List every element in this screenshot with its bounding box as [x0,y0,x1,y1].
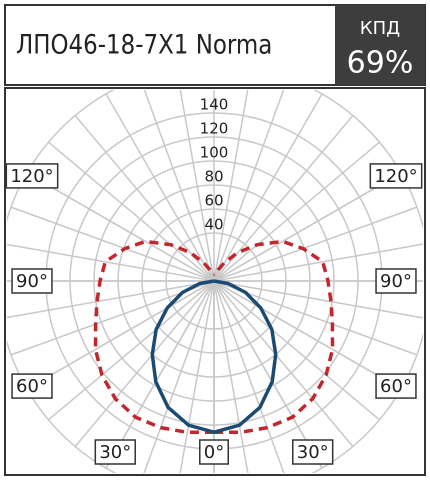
radial-line [74,280,215,447]
intensity-curve [212,239,335,435]
angle-label: 30° [297,442,329,463]
radial-line [213,141,380,282]
radial-line [143,280,215,473]
angle-label: 120° [374,166,417,187]
radial-line [179,280,215,473]
angle-label-box [5,163,59,189]
radial-line [213,243,423,282]
radial-line [143,90,215,282]
angle-grid-line [26,280,215,390]
angle-label-box [375,268,417,294]
angle-label: 60° [380,376,412,397]
radial-line [10,206,215,282]
angle-label: 0° [204,442,224,463]
r-tick-label: 120 [200,120,229,138]
angle-label: 90° [16,271,48,292]
intensity-curve [93,239,216,435]
angle-label: 90° [380,271,412,292]
radial-line [179,90,215,282]
efficiency-value: 69% [347,46,414,81]
radial-line [213,280,249,473]
angle-label: 60° [16,376,48,397]
intensity-curve [150,279,215,434]
angle-grid-line [213,172,402,282]
labels: 40 60 80 100 120 140 0° 30° 30° 60° 60° 90° 90° 120° 1… [5,96,423,465]
radial-line [48,141,215,282]
radial-line [213,280,423,319]
radial-line [213,115,354,282]
angle-label-box [11,373,53,399]
radial-line [213,280,285,473]
radial-line [213,206,418,282]
r-tick-label: 40 [204,216,223,234]
angle-label: 120° [10,166,53,187]
r-tick-label: 100 [200,144,229,162]
angle-label-box [375,373,417,399]
angle-label: 30° [99,442,131,463]
r-tick-label: 140 [200,96,229,114]
radial-line [48,280,215,421]
angle-grid-line [213,280,402,390]
radial-line [213,90,249,282]
header-title: ЛПО46-18-7Х1 Norma [16,29,272,60]
angle-grid-line [213,280,323,469]
angle-grid-line [105,280,215,469]
radial-line [7,280,215,319]
intensity-curve [213,279,278,434]
radial-line [213,280,380,421]
angle-label-box [369,163,423,189]
radial-line [74,115,215,282]
radial-line [105,93,215,282]
efficiency-label: КПД [360,18,400,39]
radial-line [213,93,323,282]
angle-label-box [292,439,334,465]
radial-line [7,243,215,282]
efficiency-box [335,5,425,85]
radial-line [213,90,285,282]
angle-grid-line [26,172,215,282]
r-tick-label: 60 [204,192,223,210]
plot-area [7,90,423,473]
angle-label-box [94,439,136,465]
radial-line [213,280,354,447]
angle-label-box [199,439,229,465]
r-tick-label: 80 [204,168,223,186]
angle-label-box [11,268,53,294]
